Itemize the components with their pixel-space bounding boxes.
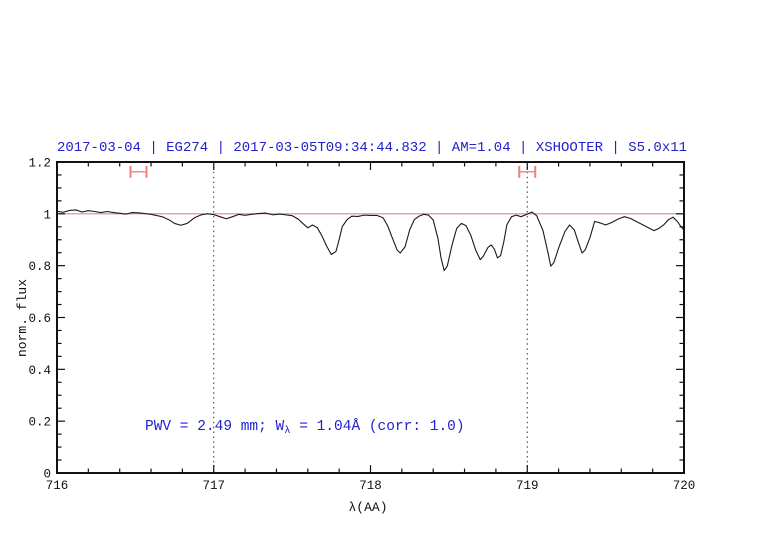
pwv-annotation-subscript: λ [284,425,290,437]
pwv-annotation-suffix: = 1.04Å (corr: 1.0) [291,418,465,435]
x-tick-label: 719 [516,479,539,493]
y-tick-label: 1.2 [28,157,51,171]
y-tick-label: 0.8 [28,260,51,274]
axis-ticks [56,161,685,474]
spectrum-series [56,209,685,272]
y-tick-label: 0 [43,468,51,482]
x-tick-label: 717 [202,479,225,493]
y-tick-label: 0.4 [28,364,51,378]
x-axis-label: λ(AA) [348,500,387,515]
x-tick-label: 716 [46,479,69,493]
y-tick-label: 1 [43,208,51,222]
y-axis-label: norm. flux [15,279,30,357]
range-marker [129,165,148,178]
y-tick-label: 0.2 [28,416,51,430]
tick-labels: 716 717 718 719 720 0 0.2 0.4 0.6 0.8 1 1.2 [28,157,695,494]
plot-frame [56,161,685,474]
spectrum-curve [56,209,685,272]
x-tick-label: 718 [359,479,382,493]
y-tick-label: 0.6 [28,312,51,326]
range-markers [129,165,537,178]
pwv-annotation: PWV = 2.49 mm; Wλ = 1.04Å (corr: 1.0) [145,418,465,437]
x-tick-label: 720 [673,479,696,493]
range-marker [518,165,537,178]
pwv-annotation-prefix: PWV = 2.49 mm; W [145,419,285,435]
plot-title: 2017-03-04 | EG274 | 2017-03-05T09:34:44… [57,140,687,156]
